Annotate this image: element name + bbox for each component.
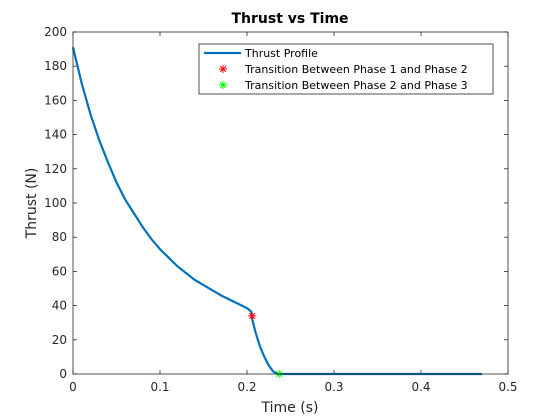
legend-marker-swatch bbox=[219, 81, 227, 89]
y-tick-label: 200 bbox=[44, 25, 67, 39]
legend-entry-label: Transition Between Phase 2 and Phase 3 bbox=[244, 79, 468, 92]
legend: Thrust Profile Transition Between Phase 1… bbox=[198, 43, 494, 95]
y-axis-label: Thrust (N) bbox=[24, 168, 40, 240]
x-tick-label: 0 bbox=[69, 380, 77, 394]
y-tick-label: 80 bbox=[52, 230, 67, 244]
y-tick-label: 120 bbox=[44, 162, 67, 176]
legend-entry-label: Thrust Profile bbox=[244, 47, 318, 60]
plot-frame bbox=[72, 31, 509, 375]
y-tick-label: 60 bbox=[52, 264, 67, 278]
x-tick-label: 0.3 bbox=[324, 380, 343, 394]
legend-entry-label: Transition Between Phase 1 and Phase 2 bbox=[244, 63, 468, 76]
y-tick-label: 160 bbox=[44, 93, 67, 107]
legend-box bbox=[198, 43, 494, 95]
x-tick-label: 0.2 bbox=[237, 380, 256, 394]
x-tick-label: 0.1 bbox=[150, 380, 169, 394]
y-tick-label: 180 bbox=[44, 59, 67, 73]
y-tick-label: 140 bbox=[44, 128, 67, 142]
x-tick-label: 0.4 bbox=[411, 380, 430, 394]
transition-marker-1 bbox=[248, 311, 257, 320]
y-tick-label: 100 bbox=[44, 196, 67, 210]
y-tick-label: 20 bbox=[52, 333, 67, 347]
ticks-layer: 0 0.1 0.2 0.3 0.4 0.5 0 20 40 60 80 100 120 140 160 180… bbox=[44, 25, 517, 394]
y-tick-label: 40 bbox=[52, 299, 67, 313]
thrust-profile-line bbox=[71, 47, 482, 376]
y-tick-label: 0 bbox=[59, 367, 67, 381]
x-tick-label: 0.5 bbox=[498, 380, 517, 394]
legend-marker-swatch bbox=[219, 65, 227, 73]
chart-title: Thrust vs Time bbox=[231, 11, 348, 27]
x-axis-label: Time (s) bbox=[261, 400, 319, 416]
